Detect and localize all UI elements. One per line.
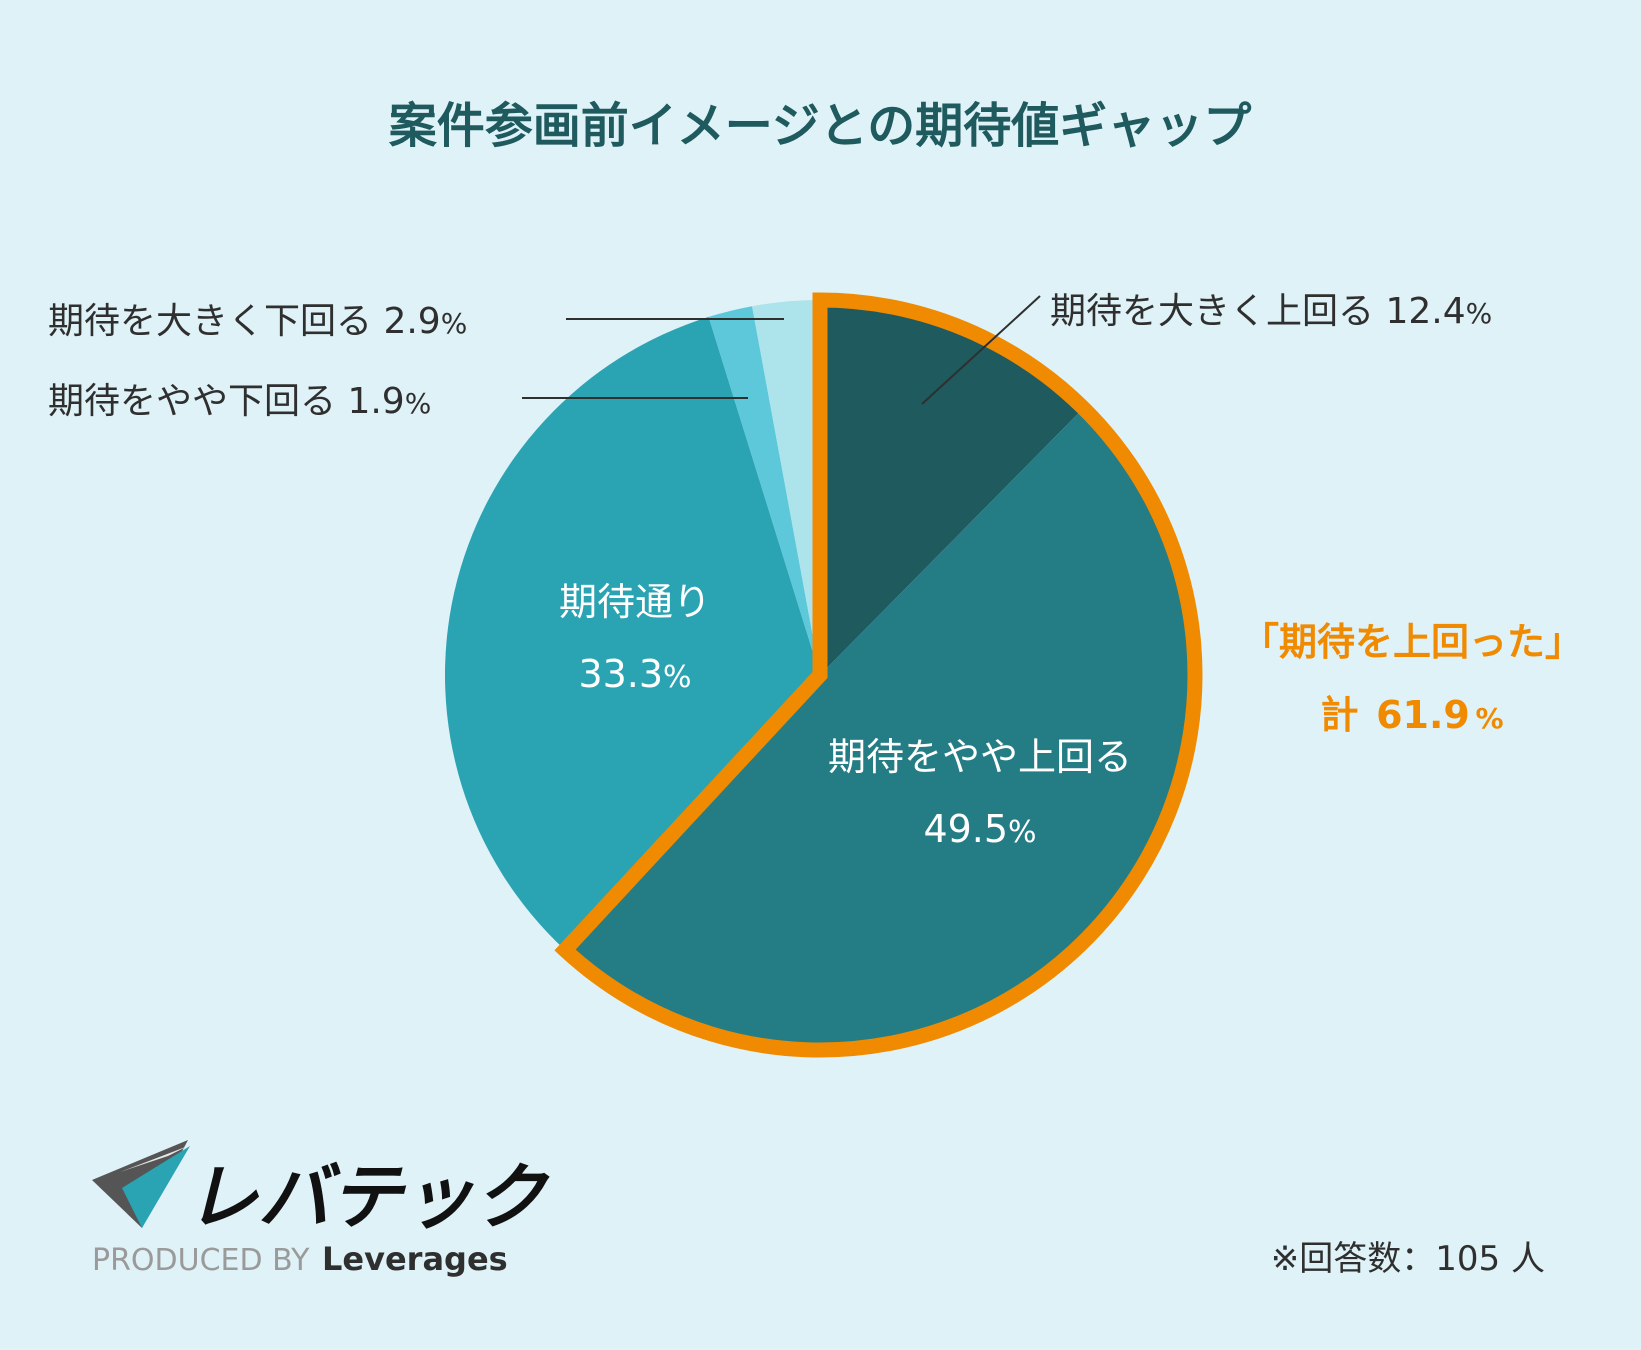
slice-label-slightly-above: 期待をやや上回る <box>828 735 1132 779</box>
highlight-total-unit: % <box>1475 702 1503 735</box>
highlight-total: 計 61.9 % <box>1321 693 1504 737</box>
pie-slice-5 <box>752 300 820 675</box>
logo-produced-by: PRODUCED BY <box>92 1243 310 1278</box>
slice-value-as-expected: 33.3% <box>578 652 691 696</box>
response-count-note: ※回答数：105 人 <box>1271 1239 1545 1279</box>
slice-value-slightly-above: 49.5% <box>923 807 1036 851</box>
pie-slice-3 <box>444 316 820 950</box>
slice-label-slightly-below: 期待をやや下回る 1.9% <box>48 381 431 422</box>
highlight-outline <box>554 292 1203 1058</box>
highlight-label: 「期待を上回った」 <box>1241 620 1583 664</box>
logo-company: Leverages <box>322 1240 508 1278</box>
slice-label-greatly-below: 期待を大きく下回る 2.9% <box>48 301 467 342</box>
slice-label-as-expected: 期待通り <box>559 580 711 624</box>
logo: レバテック PRODUCED BY Leverages <box>92 1140 550 1278</box>
leader-line-greatly-above <box>921 295 1041 405</box>
logo-name: レバテック <box>186 1155 550 1239</box>
logo-mark-teal <box>122 1146 190 1228</box>
highlight-group <box>554 292 1203 1058</box>
slice-label-greatly-above: 期待を大きく上回る 12.4% <box>1050 291 1492 332</box>
pie-slice-1 <box>820 300 1084 675</box>
highlight-total-value: 61.9 <box>1376 693 1470 737</box>
chart-title: 案件参画前イメージとの期待値ギャップ <box>389 98 1252 154</box>
logo-mark-light <box>120 1146 188 1172</box>
highlight-total-prefix: 計 <box>1321 693 1359 737</box>
slice-labels: 期待を大きく上回る 12.4% 期待を大きく下回る 2.9% 期待をやや下回る 1.… <box>48 291 1492 851</box>
pie-slice-2 <box>565 408 1196 1051</box>
